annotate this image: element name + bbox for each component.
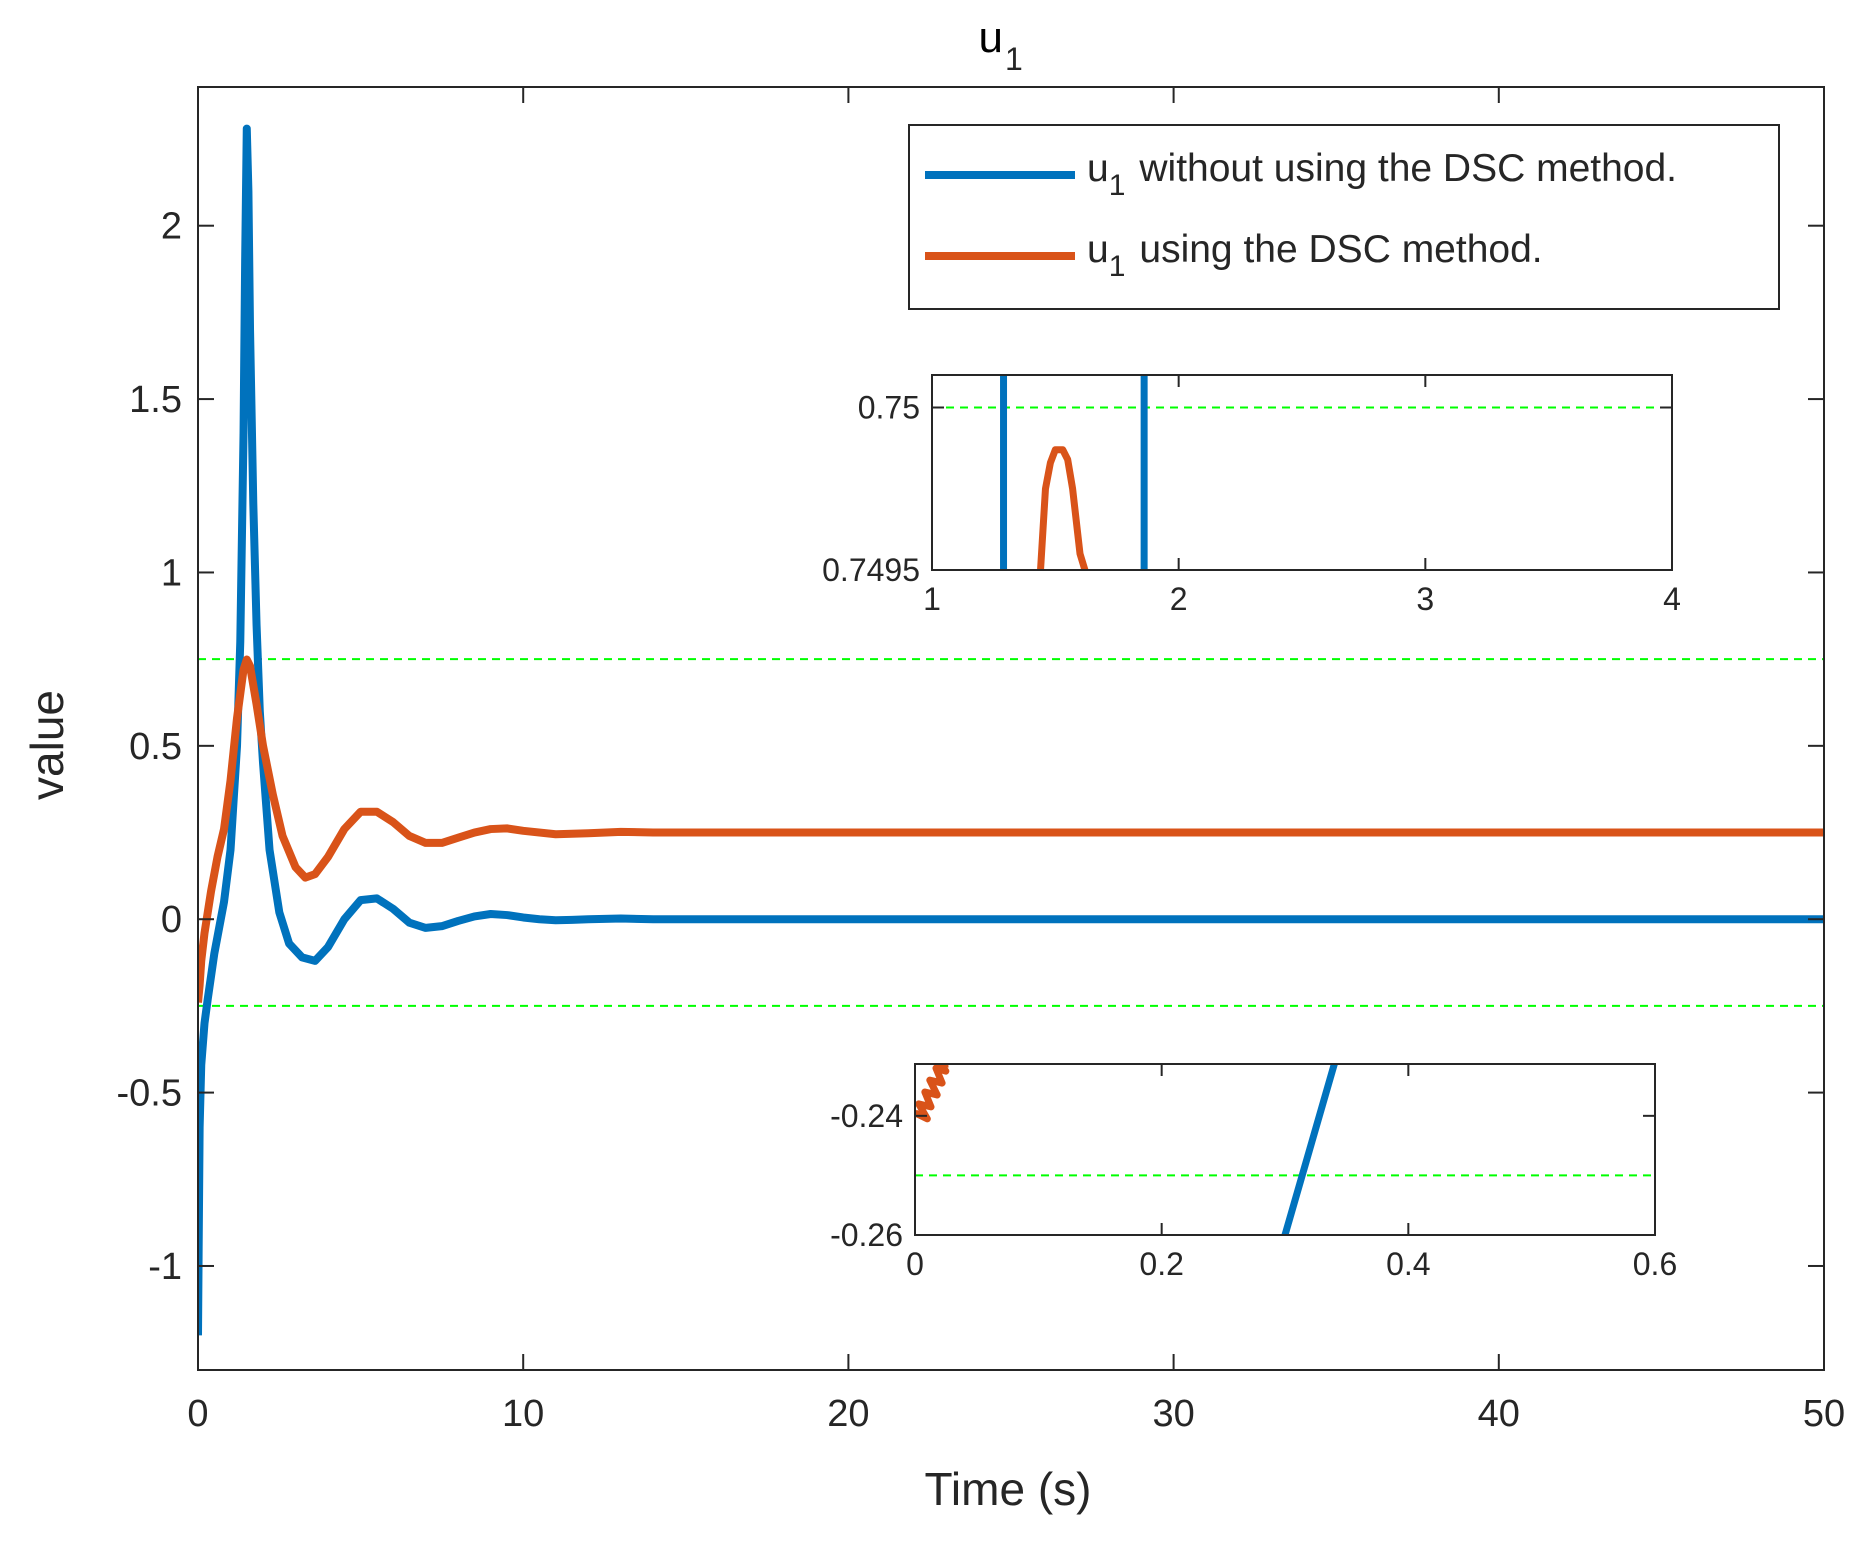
inset2-series-line-1 [915, 1064, 950, 1123]
legend-entry-1: u1 without using the DSC method. [1087, 147, 1677, 202]
main-x-tick-label: 50 [1803, 1393, 1845, 1435]
legend-entry-2: u1 using the DSC method. [1087, 228, 1543, 283]
inset1-x-tick-label: 4 [1663, 581, 1681, 617]
x-axis-label: Time (s) [925, 1463, 1092, 1515]
main-series-line-0 [198, 124, 1824, 1336]
main-x-tick-label: 10 [502, 1393, 544, 1435]
inset-zoom-start: 0 0.2 0.4 0.6 -0.26 -0.24 [830, 1063, 1677, 1282]
main-series-line-1 [198, 655, 1824, 1003]
y-axis-label: value [21, 690, 73, 800]
inset1-series-group [1000, 375, 1148, 570]
inset2-x-tick-label: 0.6 [1633, 1246, 1677, 1282]
main-y-tick-label: -0.5 [117, 1073, 182, 1115]
main-y-tick-label: 0.5 [129, 726, 182, 768]
inset1-x-tick-label: 3 [1416, 581, 1434, 617]
inset1-frame [931, 374, 1673, 571]
legend: u1 without using the DSC method. u1 using … [908, 124, 1780, 310]
inset1-x-tick-label: 2 [1170, 581, 1188, 617]
inset1-x-tick-label: 1 [923, 581, 941, 617]
inset2-y-tick-label: -0.24 [830, 1098, 903, 1134]
main-series-group [198, 124, 1824, 1336]
main-y-tick-label: 2 [161, 206, 182, 248]
inset2-y-tick-label: -0.26 [830, 1217, 903, 1253]
chart-title: u [979, 13, 1003, 62]
inset2-frame [914, 1063, 1656, 1236]
main-y-tick-label: 1.5 [129, 379, 182, 421]
main-y-tick-label: 0 [161, 899, 182, 941]
inset2-series-group [915, 1064, 1338, 1235]
legend-box [908, 124, 1780, 310]
main-x-tick-label: 30 [1152, 1393, 1194, 1435]
inset1-series-line-2 [1037, 446, 1089, 570]
main-x-tick-label: 0 [187, 1393, 208, 1435]
chart-title-subscript: 1 [1005, 41, 1023, 77]
inset2-x-tick-label: 0.4 [1386, 1246, 1430, 1282]
inset2-background [915, 1064, 1655, 1235]
inset2-x-tick-label: 0 [906, 1246, 924, 1282]
main-y-tick-label: -1 [148, 1246, 182, 1288]
main-x-tick-label: 20 [827, 1393, 869, 1435]
main-frame [197, 86, 1825, 1371]
main-x-tick-label: 40 [1478, 1393, 1520, 1435]
inset-zoom-peak: 1 2 3 4 0.7495 0.75 [822, 374, 1681, 617]
inset1-y-tick-label: 0.7495 [822, 552, 920, 588]
inset1-y-tick-label: 0.75 [858, 390, 920, 426]
inset2-x-tick-label: 0.2 [1139, 1246, 1183, 1282]
inset2-series-line-0 [1281, 1064, 1338, 1235]
main-y-tick-label: 1 [161, 552, 182, 594]
